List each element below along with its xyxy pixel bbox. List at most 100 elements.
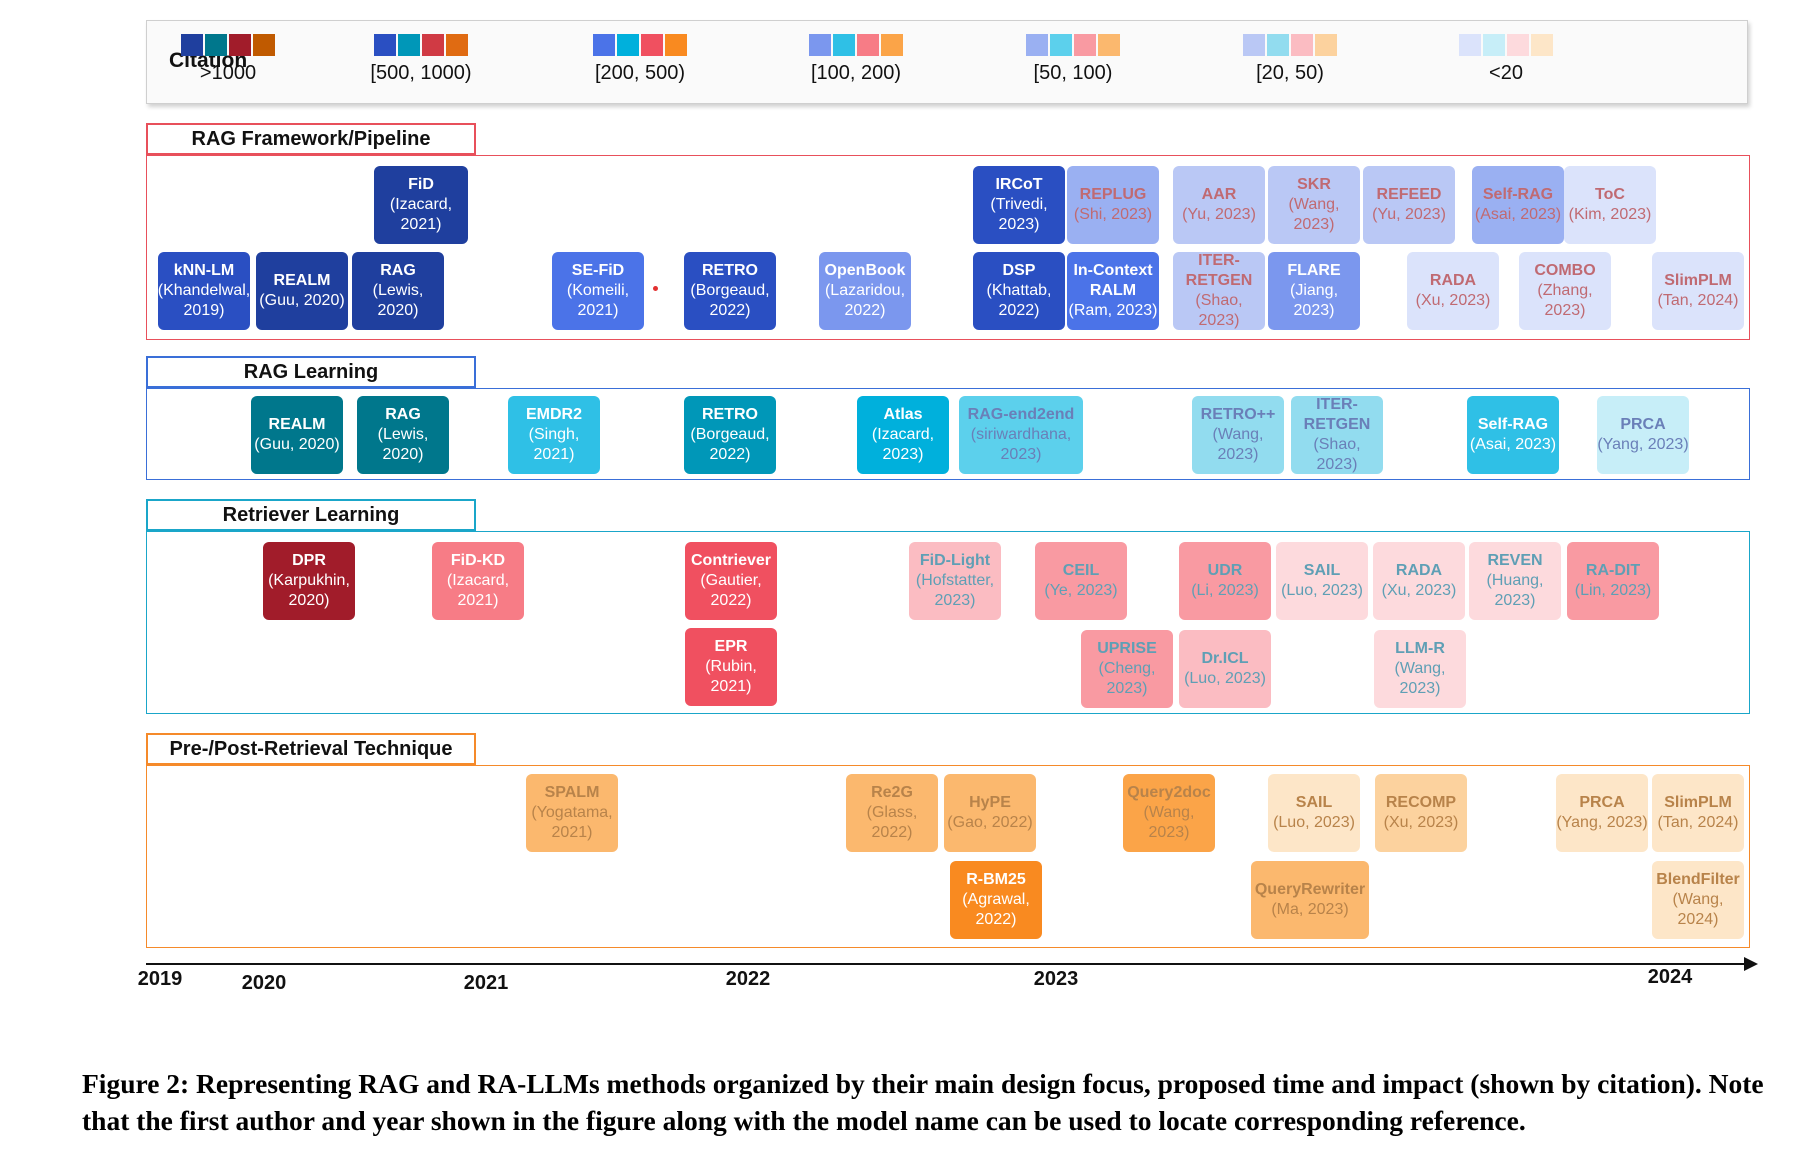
method-name: OpenBook [824, 262, 906, 279]
method-name: FiD [408, 176, 434, 193]
section-box-rag-framework-pipeline [146, 155, 1750, 340]
method-name: REALM [268, 416, 326, 433]
section-box-retriever-learning [146, 531, 1750, 714]
method-node-self-rag: Self-RAG (Asai, 2023) [1472, 166, 1564, 244]
timeline-year: 2023 [1033, 968, 1079, 990]
method-node-toc: ToC (Kim, 2023) [1564, 166, 1656, 244]
timeline-year: 2019 [137, 968, 183, 990]
method-reference: (Tan, 2024) [1657, 814, 1739, 831]
method-node-refeed: REFEED (Yu, 2023) [1363, 166, 1455, 244]
method-name: UDR [1207, 562, 1243, 579]
method-name: REVEN [1487, 552, 1543, 569]
legend-swatch [809, 34, 831, 56]
method-reference: (Xu, 2023) [1381, 582, 1457, 599]
method-reference: (siriwardhana, 2023) [970, 426, 1072, 463]
method-reference: (Karpukhin, 2020) [268, 572, 350, 609]
method-reference: (Wang, 2024) [1672, 891, 1724, 928]
method-node-uprise: UPRISE (Cheng, 2023) [1081, 630, 1173, 708]
legend-tier-label: [100, 200) [810, 62, 902, 84]
method-reference: (Gao, 2022) [947, 814, 1033, 831]
method-name: AAR [1201, 186, 1237, 203]
method-name: RAG [380, 262, 416, 279]
method-reference: (Borgeaud, 2022) [690, 282, 770, 319]
method-name: SE-FiD [571, 262, 625, 279]
method-node-llm-r: LLM-R (Wang, 2023) [1374, 630, 1466, 708]
method-reference: (Izacard, 2021) [389, 196, 453, 233]
legend-swatches [356, 34, 486, 56]
legend-tier-label: >1000 [199, 62, 257, 84]
method-node-rada: RADA (Xu, 2023) [1373, 542, 1465, 620]
legend-swatches [575, 34, 705, 56]
method-name: EMDR2 [525, 406, 582, 423]
method-node-query2doc: Query2doc (Wang, 2023) [1123, 774, 1215, 852]
legend-swatch [665, 34, 687, 56]
method-reference: (Lazaridou, 2022) [824, 282, 906, 319]
method-name: In-Context RALM [1073, 262, 1153, 299]
method-name: RETRO [702, 262, 758, 279]
method-reference: (Xu, 2023) [1383, 814, 1459, 831]
section-box-rag-learning [146, 388, 1750, 480]
method-name: Contriever [690, 552, 772, 569]
method-reference: (Khattab, 2022) [986, 282, 1052, 319]
legend-swatch [229, 34, 251, 56]
method-reference: (Wang, 2023) [1288, 196, 1340, 233]
legend-swatch [446, 34, 468, 56]
method-reference: (Luo, 2023) [1273, 814, 1355, 831]
legend-tier-label: [50, 100) [1033, 62, 1113, 84]
method-name: PRCA [1579, 794, 1625, 811]
method-reference: (Hofstatter, 2023) [915, 572, 995, 609]
method-reference: (Komeili, 2021) [566, 282, 630, 319]
timeline-year: 2020 [241, 972, 287, 994]
method-name: EPR [714, 638, 748, 655]
legend-swatches [1225, 34, 1355, 56]
method-name: kNN-LM [173, 262, 235, 279]
legend-swatch [1074, 34, 1096, 56]
method-reference: (Xu, 2023) [1415, 292, 1491, 309]
section-title: Pre-/Post-Retrieval Technique [146, 733, 476, 765]
timeline-year: 2024 [1647, 966, 1693, 988]
method-reference: (Yogatama, 2021) [531, 804, 613, 841]
method-node-spalm: SPALM (Yogatama, 2021) [526, 774, 618, 852]
method-node-aar: AAR (Yu, 2023) [1173, 166, 1265, 244]
legend-swatch [374, 34, 396, 56]
method-node-retro: RETRO++ (Wang, 2023) [1192, 396, 1284, 474]
legend-swatch [1483, 34, 1505, 56]
legend-swatch [1026, 34, 1048, 56]
legend-tier-label: <20 [1489, 62, 1523, 84]
method-name: ITER-RETGEN [1303, 396, 1371, 433]
method-reference: (Guu, 2020) [254, 436, 340, 453]
method-name: FiD-KD [450, 552, 506, 569]
method-node-in-context-ralm: In-Context RALM (Ram, 2023) [1067, 252, 1159, 330]
method-node-retro: RETRO (Borgeaud, 2022) [684, 396, 776, 474]
method-node-slimplm: SlimPLM (Tan, 2024) [1652, 252, 1744, 330]
legend-tier-label: [20, 50) [1256, 62, 1324, 84]
section-title: RAG Learning [146, 356, 476, 388]
legend-swatch [1291, 34, 1313, 56]
method-reference: (Izacard, 2021) [446, 572, 510, 609]
legend-tier-label: [500, 1000) [370, 62, 472, 84]
method-node-queryrewriter: QueryRewriter (Ma, 2023) [1251, 861, 1369, 939]
method-reference: (Kim, 2023) [1568, 206, 1652, 223]
method-node-udr: UDR (Li, 2023) [1179, 542, 1271, 620]
method-node-atlas: Atlas (Izacard, 2023) [857, 396, 949, 474]
method-node-ra-dit: RA-DIT (Lin, 2023) [1567, 542, 1659, 620]
method-reference: (Yu, 2023) [1372, 206, 1446, 223]
method-node-recomp: RECOMP (Xu, 2023) [1375, 774, 1467, 852]
method-node-rag: RAG (Lewis, 2020) [357, 396, 449, 474]
method-name: DSP [1002, 262, 1036, 279]
method-node-se-fid: SE-FiD (Komeili, 2021) [552, 252, 644, 330]
method-reference: (Asai, 2023) [1474, 206, 1562, 223]
legend-swatch [253, 34, 275, 56]
method-reference: (Singh, 2021) [528, 426, 580, 463]
method-node-dpr: DPR (Karpukhin, 2020) [263, 542, 355, 620]
method-name: FiD-Light [919, 552, 991, 569]
method-node-iter-retgen: ITER-RETGEN (Shao, 2023) [1291, 396, 1383, 474]
legend-tier: >1000 [163, 34, 293, 85]
method-name: PRCA [1620, 416, 1666, 433]
method-name: COMBO [1534, 262, 1596, 279]
method-name: RETRO [702, 406, 758, 423]
method-name: UPRISE [1097, 640, 1157, 657]
method-node-sail: SAIL (Luo, 2023) [1276, 542, 1368, 620]
method-reference: (Lin, 2023) [1574, 582, 1652, 599]
legend-swatch [1459, 34, 1481, 56]
